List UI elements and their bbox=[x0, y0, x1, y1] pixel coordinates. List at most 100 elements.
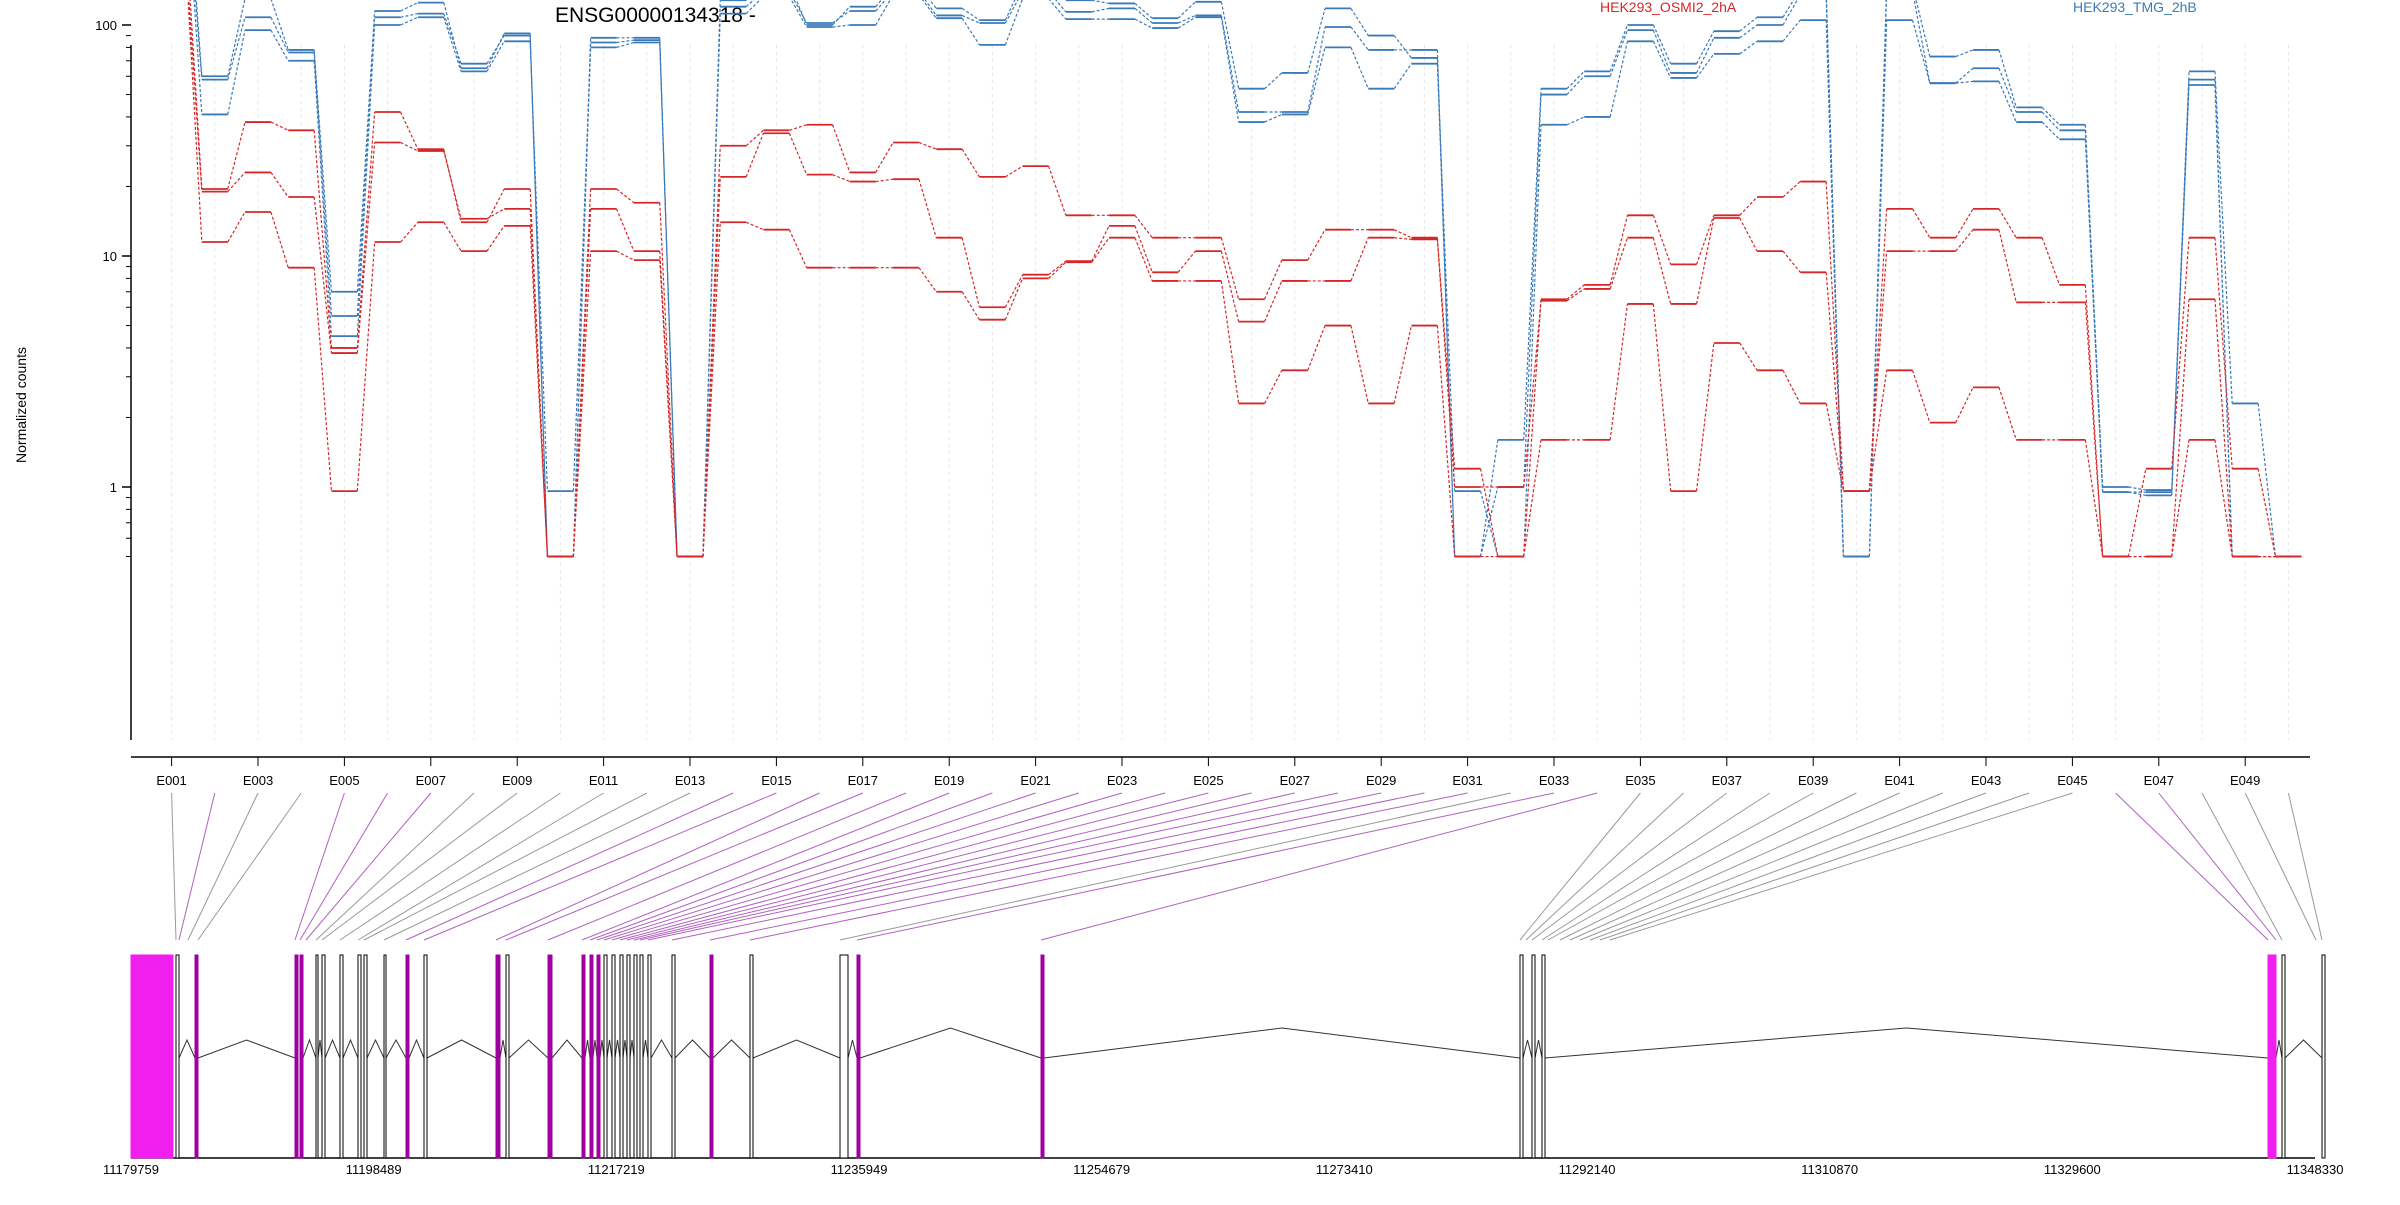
series-connector bbox=[1956, 209, 1973, 238]
series-connector bbox=[1394, 230, 1411, 238]
series-connector bbox=[228, 172, 245, 191]
series-connector bbox=[1351, 238, 1368, 281]
series-connector bbox=[1092, 238, 1109, 262]
series-connector bbox=[1697, 218, 1714, 304]
series-connector bbox=[1092, 8, 1109, 11]
series-connector bbox=[1481, 469, 1498, 557]
series-connector bbox=[660, 42, 677, 556]
series-connector bbox=[1221, 2, 1238, 89]
series-connector bbox=[1351, 47, 1368, 88]
series-connector bbox=[271, 30, 288, 61]
series-connector bbox=[444, 14, 461, 64]
exon-box bbox=[750, 955, 753, 1158]
series-connector bbox=[1956, 387, 1973, 422]
series-connector bbox=[703, 222, 720, 556]
series-connector bbox=[487, 209, 504, 219]
series-connector bbox=[1005, 166, 1022, 177]
series-connector bbox=[1221, 17, 1238, 122]
intron-line bbox=[427, 1040, 496, 1058]
series-connector bbox=[444, 17, 461, 71]
exon-box bbox=[496, 955, 500, 1158]
series-connector bbox=[1308, 27, 1325, 112]
coordinate-label: 11329600 bbox=[2044, 1162, 2101, 1177]
series-connector bbox=[746, 222, 763, 229]
series-connector bbox=[487, 41, 504, 71]
series-connector bbox=[2042, 122, 2059, 139]
exon-connector bbox=[384, 793, 690, 940]
exon-label: E011 bbox=[589, 773, 618, 788]
series-connector bbox=[876, 142, 893, 172]
series-connector bbox=[2129, 487, 2146, 490]
series-connector bbox=[876, 179, 893, 181]
exon-label: E025 bbox=[1193, 773, 1223, 788]
coordinate-label: 11235949 bbox=[831, 1162, 888, 1177]
exon-connector bbox=[322, 793, 517, 940]
series-connector bbox=[1999, 81, 2016, 122]
series-connector bbox=[357, 25, 374, 336]
exon-box bbox=[648, 955, 651, 1158]
series-connector bbox=[444, 222, 461, 251]
series-connector bbox=[617, 40, 634, 42]
series-connector bbox=[1697, 215, 1714, 264]
exon-box bbox=[640, 955, 643, 1158]
series-connector bbox=[1653, 215, 1670, 264]
exon-box bbox=[300, 955, 303, 1158]
exon-label: E033 bbox=[1539, 773, 1569, 788]
series-connector bbox=[789, 0, 806, 25]
series-connector bbox=[487, 33, 504, 68]
exon-label: E001 bbox=[156, 773, 186, 788]
series-connector bbox=[1913, 370, 1930, 422]
series-connector bbox=[1697, 343, 1714, 491]
series-connector bbox=[1740, 17, 1757, 31]
exon-box bbox=[2322, 955, 2325, 1158]
series-connector bbox=[1653, 304, 1670, 491]
exon-box bbox=[590, 955, 593, 1158]
series-connector bbox=[919, 142, 936, 149]
gene-model bbox=[131, 955, 2325, 1158]
series-connector bbox=[401, 3, 418, 11]
series-connector bbox=[876, 0, 893, 25]
coordinate-label: 11179759 bbox=[103, 1162, 159, 1177]
exon-connector bbox=[1570, 793, 1900, 940]
legend-entry-tmg: HEK293_TMG_2hB bbox=[2073, 0, 2197, 15]
exon-label: E035 bbox=[1625, 773, 1655, 788]
exon-box bbox=[322, 955, 325, 1158]
intron-line bbox=[630, 1040, 634, 1058]
series-connector bbox=[1265, 260, 1282, 299]
series-connector bbox=[789, 133, 806, 174]
exon-box bbox=[597, 955, 600, 1158]
series-connector bbox=[1049, 261, 1066, 275]
series-connector bbox=[1265, 73, 1282, 89]
exon-box bbox=[2268, 955, 2276, 1158]
exon-box bbox=[424, 955, 427, 1158]
intron-line bbox=[675, 1040, 710, 1058]
series-connector bbox=[401, 142, 418, 150]
series-connector bbox=[789, 230, 806, 268]
series-connector bbox=[962, 15, 979, 23]
exon-connector bbox=[1532, 793, 1727, 940]
exon-label: E005 bbox=[329, 773, 359, 788]
intron-line bbox=[615, 1040, 620, 1058]
series-connector bbox=[1092, 0, 1109, 3]
series-connector bbox=[1351, 326, 1368, 404]
intron-line bbox=[623, 1040, 627, 1058]
series-connector bbox=[1567, 289, 1584, 301]
series-connector bbox=[1135, 19, 1152, 28]
exon-connector bbox=[590, 793, 992, 940]
series-connector bbox=[271, 0, 288, 50]
exon-label: E007 bbox=[416, 773, 446, 788]
exon-box bbox=[634, 955, 637, 1158]
series-connector bbox=[746, 130, 763, 145]
series-connector bbox=[1005, 278, 1022, 319]
series-connector bbox=[833, 125, 850, 173]
intron-line bbox=[643, 1040, 648, 1058]
exon-box bbox=[710, 955, 713, 1158]
series-connector bbox=[1005, 275, 1022, 308]
exon-box bbox=[582, 955, 585, 1158]
series-connector bbox=[401, 17, 418, 25]
coordinate-label: 11198489 bbox=[346, 1162, 402, 1177]
exon-box bbox=[1532, 955, 1535, 1158]
series-connector bbox=[919, 179, 936, 238]
series-connector bbox=[2129, 492, 2146, 495]
